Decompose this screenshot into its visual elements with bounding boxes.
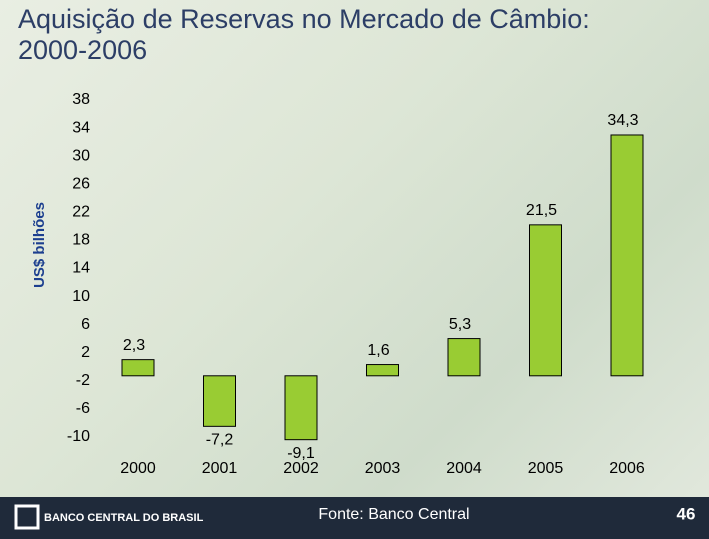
value-label: 34,3: [607, 112, 638, 129]
value-label: -9,1: [287, 445, 315, 462]
y-tick-label: 6: [81, 316, 90, 333]
bar: [366, 364, 399, 377]
value-label: 21,5: [526, 202, 557, 219]
y-tick-label: 34: [72, 119, 90, 136]
page-number: 46: [677, 504, 696, 523]
y-tick-label: -10: [67, 428, 90, 445]
bar: [610, 134, 644, 377]
footer-band: [0, 497, 709, 539]
logo-icon: [14, 504, 40, 530]
x-tick-label: 2003: [365, 460, 401, 477]
y-tick-label: -6: [76, 400, 90, 417]
x-tick-label: 2001: [202, 460, 238, 477]
bar: [203, 375, 236, 427]
y-tick-label: 22: [72, 204, 90, 221]
bar: [284, 375, 318, 441]
bank-name: BANCO CENTRAL DO BRASIL: [44, 512, 204, 524]
bar: [447, 338, 481, 377]
y-tick-label: 2: [81, 344, 90, 361]
x-tick-label: 2005: [528, 460, 564, 477]
y-tick-label: 26: [72, 175, 90, 192]
value-label: -7,2: [206, 432, 234, 449]
y-axis-label: US$ bilhões: [31, 202, 48, 288]
bar: [121, 359, 155, 377]
x-tick-label: 2006: [609, 460, 645, 477]
bar: [529, 224, 562, 377]
y-tick-label: 10: [72, 288, 90, 305]
x-tick-label: 2000: [120, 460, 156, 477]
value-label: 2,3: [123, 337, 145, 354]
y-tick-label: 14: [72, 260, 90, 277]
y-tick-label: 18: [72, 232, 90, 249]
x-tick-label: 2004: [446, 460, 482, 477]
value-label: 1,6: [367, 342, 389, 359]
value-label: 5,3: [449, 316, 471, 333]
source: Fonte: Banco Central: [318, 506, 469, 523]
y-tick-label: -2: [76, 372, 90, 389]
x-tick-label: 2002: [283, 460, 319, 477]
y-tick-label: 30: [72, 147, 90, 164]
chart-title: Aquisição de Reservas no Mercado de Câmb…: [18, 4, 590, 65]
y-tick-label: 38: [72, 91, 90, 108]
